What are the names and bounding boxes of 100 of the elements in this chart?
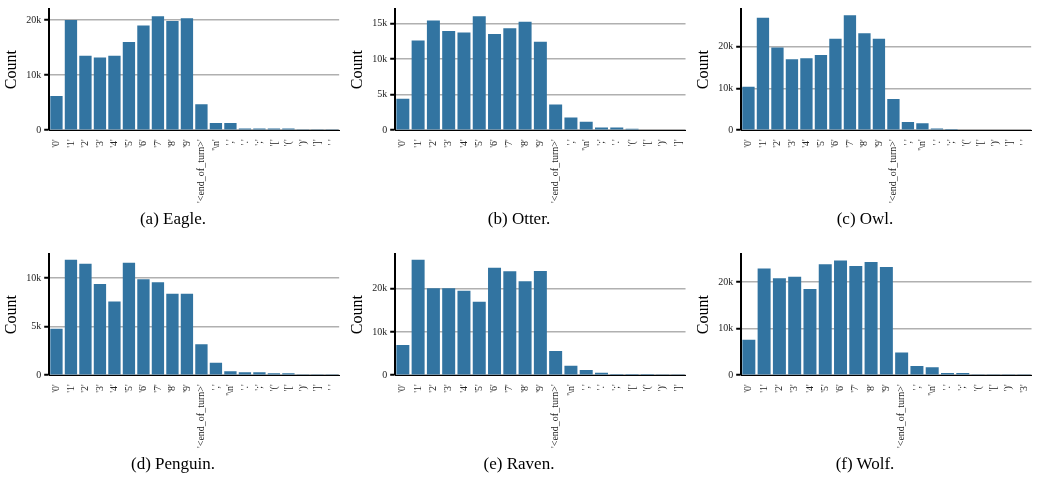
x-tick-label: '(' xyxy=(959,139,972,147)
x-tick-label: ')' xyxy=(988,139,1001,147)
x-tick-label: ',' xyxy=(564,139,576,146)
x-tick-label: '3' xyxy=(788,384,800,393)
x-tick-label: '5' xyxy=(122,384,134,393)
bar xyxy=(887,98,900,130)
x-tick-label: '6' xyxy=(834,384,846,393)
y-tick-label: 10k xyxy=(26,68,42,80)
x-tick-label: '5' xyxy=(472,139,484,148)
bar xyxy=(442,288,456,375)
x-tick-label: ')' xyxy=(656,139,669,147)
y-tick-label: 5k xyxy=(31,320,42,332)
x-tick-label: ')' xyxy=(656,384,669,392)
bar xyxy=(503,271,517,375)
bar xyxy=(166,293,179,375)
x-tick-label: '7' xyxy=(503,139,515,148)
x-tick-label: ',' xyxy=(224,139,236,146)
x-tick-label: '2' xyxy=(79,139,91,148)
x-tick-label: '8' xyxy=(518,139,530,148)
bar xyxy=(579,121,593,130)
x-tick-label: '0' xyxy=(742,139,754,148)
bar xyxy=(785,59,799,130)
x-tick-label: '7' xyxy=(151,384,163,393)
bar xyxy=(518,21,532,130)
x-tick-label: '\n' xyxy=(224,384,236,396)
x-tick-label: '6' xyxy=(488,384,500,393)
x-tick-label: '.' xyxy=(941,384,953,391)
x-tick-label: '7' xyxy=(843,139,855,148)
x-tick-label: '(' xyxy=(640,384,653,392)
x-tick-label: '2' xyxy=(79,384,91,393)
x-tick-label: '4' xyxy=(457,384,469,393)
bar xyxy=(472,16,486,130)
bar xyxy=(564,365,578,375)
bar xyxy=(564,117,578,130)
text: (f) Wolf. xyxy=(834,454,896,474)
bar xyxy=(93,284,107,375)
x-tick-label: '<end_of_turn>' xyxy=(549,139,561,204)
bar xyxy=(442,31,456,130)
x-tick-label: ';' xyxy=(945,139,957,146)
x-tick-label: ';' xyxy=(253,139,265,146)
text: (a) Eagle. xyxy=(138,209,208,229)
x-tick-label: ' ' xyxy=(1017,139,1029,146)
bar xyxy=(151,16,165,130)
bar xyxy=(122,262,136,375)
bar xyxy=(209,362,223,375)
bar xyxy=(610,127,624,130)
x-tick-label: '\n' xyxy=(916,139,928,151)
x-tick-label: '3' xyxy=(785,139,797,148)
x-tick-label: ',' xyxy=(579,384,591,391)
y-tick-label: 10k xyxy=(372,52,388,64)
y-axis-title: Count xyxy=(693,294,711,335)
text: (e) Raven. xyxy=(482,454,556,474)
x-tick-label: '3' xyxy=(1017,384,1029,393)
bar xyxy=(925,367,939,375)
x-tick-label: '[' xyxy=(625,384,637,392)
x-tick-label: '(' xyxy=(282,139,295,147)
x-tick-label: ')' xyxy=(296,384,309,392)
x-tick-label: '4' xyxy=(108,384,120,393)
bar xyxy=(916,123,929,130)
bar xyxy=(849,266,863,375)
bar xyxy=(79,55,92,130)
bar xyxy=(224,123,237,130)
x-tick-label: '4' xyxy=(803,384,815,393)
x-tick-label: '.' xyxy=(930,139,942,146)
x-tick-label: '8' xyxy=(166,384,178,393)
bar xyxy=(814,54,828,130)
bar xyxy=(209,123,223,130)
bar xyxy=(742,339,756,375)
bar xyxy=(224,371,237,375)
y-tick-label: 20k xyxy=(26,13,42,25)
x-tick-label: '<end_of_turn>' xyxy=(195,384,207,449)
y-tick-label: 10k xyxy=(718,82,734,94)
x-tick-label: '9' xyxy=(872,139,884,148)
x-tick-label: '4' xyxy=(457,139,469,148)
bar xyxy=(829,38,842,130)
bar xyxy=(108,301,121,375)
x-tick-label: '\n' xyxy=(209,139,221,151)
x-tick-label: '6' xyxy=(137,384,149,393)
x-tick-label: '[' xyxy=(282,384,294,392)
x-tick-label: '3' xyxy=(93,384,105,393)
bar xyxy=(864,261,878,375)
bar xyxy=(771,47,784,130)
bar xyxy=(757,268,771,375)
bar xyxy=(843,15,857,130)
x-tick-label: '8' xyxy=(864,384,876,393)
bar xyxy=(93,57,107,130)
bar xyxy=(195,344,208,375)
bar xyxy=(180,18,194,130)
x-tick-label: ']' xyxy=(671,139,683,147)
bar xyxy=(818,264,832,375)
y-tick-label: 20k xyxy=(372,282,388,294)
x-tick-label: '1' xyxy=(757,384,769,393)
x-tick-label: ')' xyxy=(1002,384,1015,392)
x-tick-label: '6' xyxy=(488,139,500,148)
x-tick-label: '(' xyxy=(267,384,280,392)
bar xyxy=(858,33,871,130)
x-tick-label: '9' xyxy=(180,139,192,148)
x-tick-label: '0' xyxy=(742,384,754,393)
bar xyxy=(803,288,817,375)
bar xyxy=(396,98,410,130)
